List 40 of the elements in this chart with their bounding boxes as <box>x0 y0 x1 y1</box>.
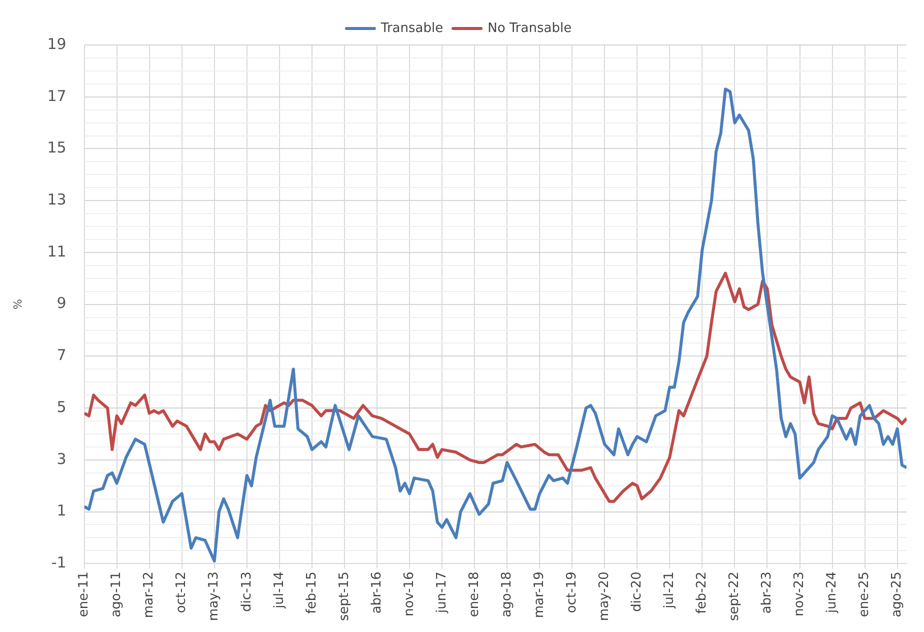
x-tick-label: mar-12 <box>142 572 157 618</box>
y-tick-label: 9 <box>56 294 66 312</box>
x-tick-label: may-20 <box>597 572 612 621</box>
x-tick-label: ago-18 <box>499 572 514 618</box>
x-tick-label: oct-12 <box>174 572 190 614</box>
x-tick-label: abr-23 <box>760 572 775 614</box>
y-tick-label: -1 <box>51 554 66 572</box>
x-tick-label: sept-22 <box>727 572 742 622</box>
x-tick-label: abr-16 <box>369 572 384 614</box>
x-tick-label: feb-22 <box>694 572 710 614</box>
x-tick-label: jun-17 <box>434 572 450 614</box>
y-tick-label: 1 <box>56 502 66 520</box>
x-tick-label: may-13 <box>206 572 222 621</box>
y-tick-label: 13 <box>47 190 66 208</box>
x-tick-label: ene-25 <box>857 572 872 618</box>
x-tick-label: feb-15 <box>304 572 320 614</box>
y-tick-label: 15 <box>47 138 66 157</box>
y-tick-label: 3 <box>56 450 66 468</box>
y-tick-label: 7 <box>56 346 66 364</box>
y-tick-label: 19 <box>47 34 66 53</box>
x-tick-label: dic-20 <box>630 572 645 612</box>
x-tick-label: jun-24 <box>824 572 840 614</box>
x-tick-label: nov-16 <box>402 572 417 616</box>
x-tick-label: dic-13 <box>239 572 254 612</box>
x-tick-label: nov-23 <box>792 572 808 616</box>
x-tick-label: jul-14 <box>272 572 287 610</box>
x-tick-label: ene-18 <box>466 572 482 618</box>
x-tick-label: ago-25 <box>890 572 905 618</box>
y-tick-label: 17 <box>47 86 66 105</box>
x-tick-label: ago-11 <box>109 572 124 618</box>
y-axis-title: % <box>11 299 24 310</box>
x-tick-label: oct-19 <box>564 572 580 614</box>
x-tick-label: mar-19 <box>532 572 547 618</box>
x-tick-label: sept-15 <box>336 572 352 622</box>
legend-label: No Transable <box>488 20 572 36</box>
legend-label: Transable <box>380 20 444 36</box>
y-tick-label: 5 <box>56 398 66 416</box>
x-tick-label: jul-21 <box>662 572 678 610</box>
x-tick-label: ene-11 <box>76 572 92 618</box>
y-tick-label: 11 <box>47 242 66 260</box>
